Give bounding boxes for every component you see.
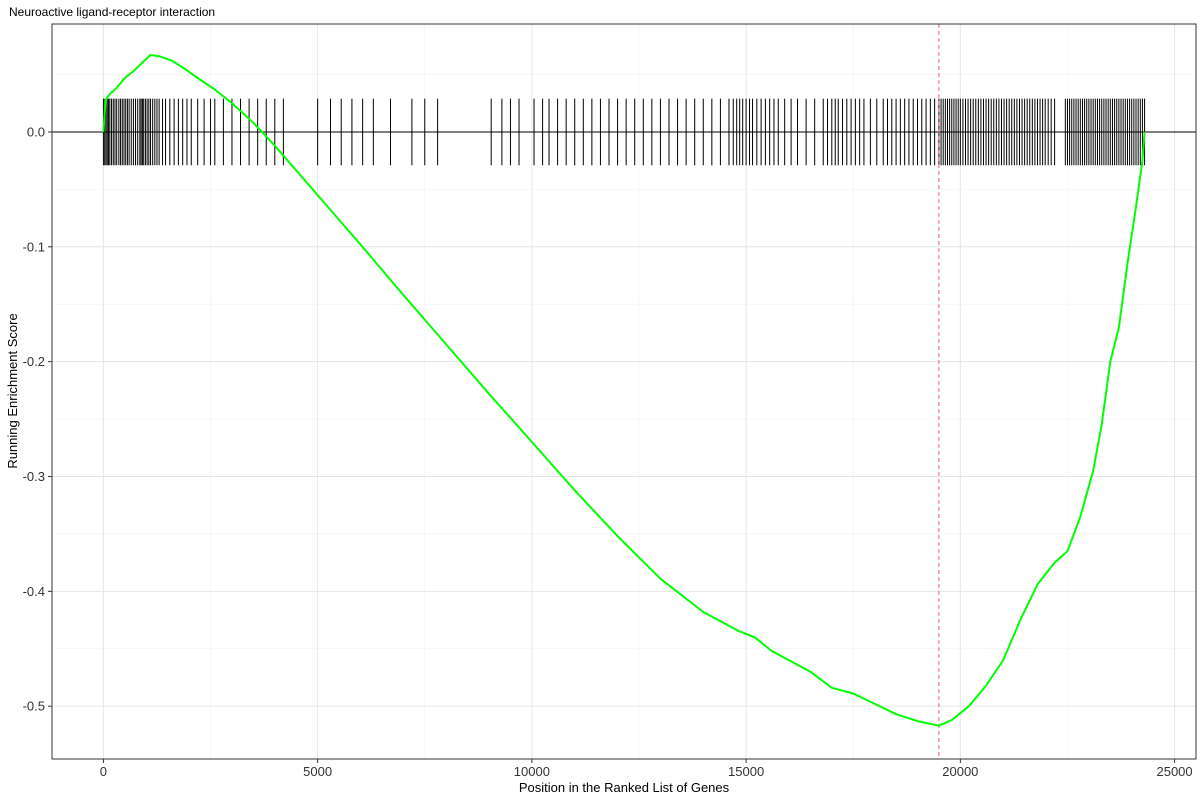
x-tick-label: 15000 <box>728 764 764 779</box>
gene-hit-marks <box>102 98 1146 166</box>
grid-minor <box>52 24 1196 759</box>
running-score-line <box>102 54 1146 727</box>
x-axis: 0 5000 10000 15000 20000 25000 <box>100 759 1193 779</box>
x-tick-label: 25000 <box>1156 764 1192 779</box>
y-axis-title: Running Enrichment Score <box>5 313 20 468</box>
plot-background <box>52 24 1196 759</box>
y-tick-label: -0.3 <box>23 469 45 484</box>
y-tick-label: -0.4 <box>23 584 45 599</box>
y-tick-label: -0.1 <box>23 239 45 254</box>
x-tick-label: 5000 <box>303 764 332 779</box>
chart-title: Neuroactive ligand-receptor interaction <box>9 5 216 19</box>
y-axis: 0.0 -0.1 -0.2 -0.3 -0.4 -0.5 <box>23 124 52 714</box>
y-tick-label: -0.5 <box>23 699 45 714</box>
y-tick-label: 0.0 <box>27 124 45 139</box>
plot-border <box>51 23 1197 760</box>
x-tick-label: 20000 <box>942 764 978 779</box>
x-tick-label: 10000 <box>514 764 550 779</box>
running-score-series <box>102 54 1146 727</box>
x-tick-label: 0 <box>100 764 107 779</box>
x-axis-title: Position in the Ranked List of Genes <box>519 780 730 795</box>
y-tick-label: -0.2 <box>23 354 45 369</box>
